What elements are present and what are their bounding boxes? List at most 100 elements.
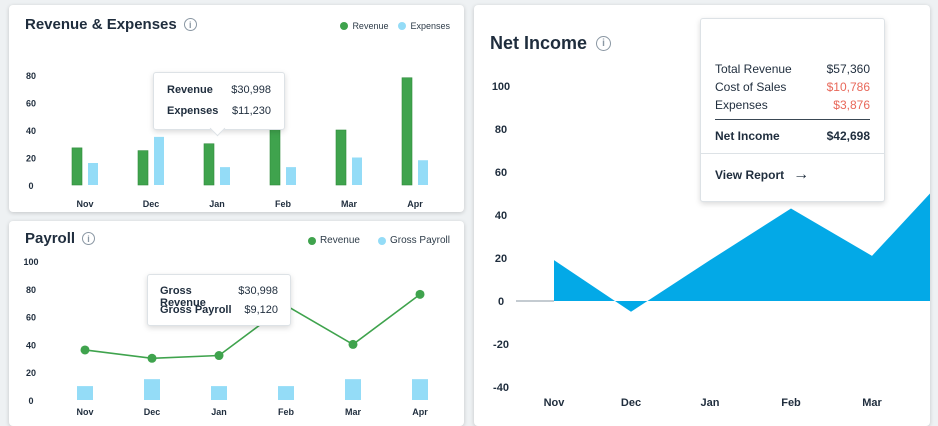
x-tick-label: Nov	[76, 407, 93, 417]
legend-revenue: Revenue	[340, 21, 388, 31]
tooltip-value-negative: $10,786	[826, 80, 870, 94]
point-revenue	[415, 289, 425, 299]
revenue-expenses-title: Revenue & Expenses i	[25, 16, 197, 33]
tooltip-value: $9,120	[244, 304, 278, 316]
x-tick-label: Dec	[621, 397, 641, 409]
y-tick-label: 20	[26, 154, 36, 164]
net-income-title-text: Net Income	[490, 33, 588, 53]
y-tick-label: 0	[28, 396, 33, 406]
bar-revenue	[137, 150, 149, 186]
payroll-tooltip: Gross Revenue $30,998 Gross Payroll $9,1…	[147, 274, 291, 326]
bar-expenses	[418, 160, 428, 185]
legend-revenue-label: Revenue	[352, 21, 389, 31]
bar-gross-payroll	[211, 386, 227, 400]
tooltip-separator	[701, 153, 884, 154]
tooltip-label: Expenses	[167, 105, 219, 117]
tooltip-label: Cost of Sales	[715, 80, 787, 94]
tooltip-value: $30,998	[238, 285, 278, 297]
payroll-title: Payroll i	[25, 230, 96, 247]
bar-gross-payroll	[278, 386, 294, 400]
revenue-expenses-chart: 0 20 40 60 80 Nov Dec Jan Feb Mar Apr	[26, 71, 428, 209]
view-report-link[interactable]: View Report →	[715, 167, 809, 183]
legend-dot-revenue	[340, 22, 349, 30]
legend-revenue: Revenue	[307, 235, 360, 246]
bar-revenue	[401, 77, 413, 186]
x-tick-label: Mar	[345, 407, 362, 417]
y-tick-label: 40	[26, 126, 36, 136]
x-tick-label: Apr	[412, 407, 428, 417]
tooltip-value: $42,698	[826, 129, 870, 143]
bar-gross-payroll	[412, 379, 428, 400]
y-tick-label: -20	[493, 339, 509, 351]
y-tick-label: 40	[495, 210, 507, 222]
tooltip-label: Total Revenue	[715, 62, 792, 76]
y-tick-label: 80	[26, 71, 36, 81]
bar-expenses	[220, 167, 230, 185]
revenue-expenses-title-text: Revenue & Expenses	[25, 16, 177, 33]
net-income-chart: 100 80 60 40 20 0 -20 -40 Nov Dec Jan Feb Mar	[492, 81, 930, 409]
x-tick-label: Mar	[341, 199, 358, 209]
point-revenue	[147, 353, 157, 363]
tooltip-row-expenses: Expenses $3,876	[715, 98, 870, 112]
y-tick-label: 20	[26, 368, 36, 378]
payroll-title-text: Payroll	[25, 230, 76, 247]
bar-gross-payroll	[144, 379, 160, 400]
y-tick-label: 100	[492, 81, 510, 93]
bar-revenue	[335, 129, 347, 186]
info-icon[interactable]: i	[596, 36, 612, 51]
legend-dot-gross-payroll	[377, 236, 386, 245]
line-revenue	[84, 293, 421, 360]
bar-expenses	[286, 167, 296, 185]
y-tick-label: 20	[495, 253, 507, 265]
x-tick-label: Jan	[211, 407, 227, 417]
y-tick-label: 40	[26, 340, 36, 350]
net-income-card: Net Income i 100 80 60 40 20 0 -20 -40 Nov Dec Jan…	[474, 5, 930, 426]
bar-expenses	[154, 136, 164, 185]
point-revenue	[80, 345, 90, 355]
y-tick-label: 80	[495, 124, 507, 136]
legend-dot-revenue	[307, 236, 316, 245]
tooltip-row-gross-revenue: Gross Revenue $30,998	[160, 285, 278, 309]
point-revenue	[214, 351, 224, 361]
y-tick-label: -40	[493, 382, 509, 394]
x-tick-label: Dec	[143, 199, 160, 209]
tooltip-row-cost-of-sales: Cost of Sales $10,786	[715, 80, 870, 94]
tooltip-label: Gross Payroll	[160, 304, 232, 316]
info-icon[interactable]: i	[183, 18, 197, 31]
tooltip-row-total-revenue: Total Revenue $57,360	[715, 62, 870, 76]
x-tick-label: Apr	[407, 199, 423, 209]
x-tick-label: Nov	[76, 199, 93, 209]
x-tick-label: Feb	[275, 199, 292, 209]
payroll-card: Payroll i Revenue Gross Payroll 0 20 40 60 8…	[9, 221, 464, 426]
y-tick-label: 60	[26, 99, 36, 109]
tooltip-label: Revenue	[167, 84, 213, 96]
revenue-expenses-tooltip: Revenue $30,998 Expenses $11,230	[153, 72, 285, 137]
tooltip-value-negative: $3,876	[833, 98, 870, 112]
y-tick-label: 100	[23, 257, 38, 267]
net-income-tooltip: Total Revenue $57,360 Cost of Sales $10,…	[700, 18, 885, 202]
tooltip-row-net-income: Net Income $42,698	[715, 129, 870, 143]
tooltip-label: Net Income	[715, 129, 780, 143]
legend-revenue-label: Revenue	[319, 235, 360, 246]
tooltip-row-expenses: Expenses $11,230	[167, 105, 271, 117]
info-icon[interactable]: i	[82, 232, 96, 245]
payroll-legend: Revenue Gross Payroll	[298, 235, 450, 246]
tooltip-value: $30,998	[231, 84, 271, 96]
x-tick-label: Feb	[278, 407, 295, 417]
tooltip-row-gross-payroll: Gross Payroll $9,120	[160, 304, 278, 316]
bar-revenue	[71, 147, 83, 186]
payroll-chart: 0 20 40 60 80 100 Nov Dec Jan Feb Mar Apr	[23, 257, 428, 417]
bar-expenses	[88, 163, 98, 185]
x-tick-label: Dec	[144, 407, 161, 417]
bar-gross-payroll	[77, 386, 93, 400]
x-tick-label: Nov	[544, 397, 566, 409]
tooltip-value: $11,230	[232, 105, 271, 117]
legend-gross-payroll: Gross Payroll	[377, 235, 450, 246]
y-tick-label: 80	[26, 285, 36, 295]
point-revenue	[348, 339, 358, 349]
area-net-income	[554, 193, 930, 312]
x-tick-label: Jan	[209, 199, 225, 209]
tooltip-value: $57,360	[826, 62, 870, 76]
revenue-expenses-legend: Revenue Expenses	[330, 21, 450, 31]
tooltip-label: Gross Revenue	[160, 285, 206, 309]
